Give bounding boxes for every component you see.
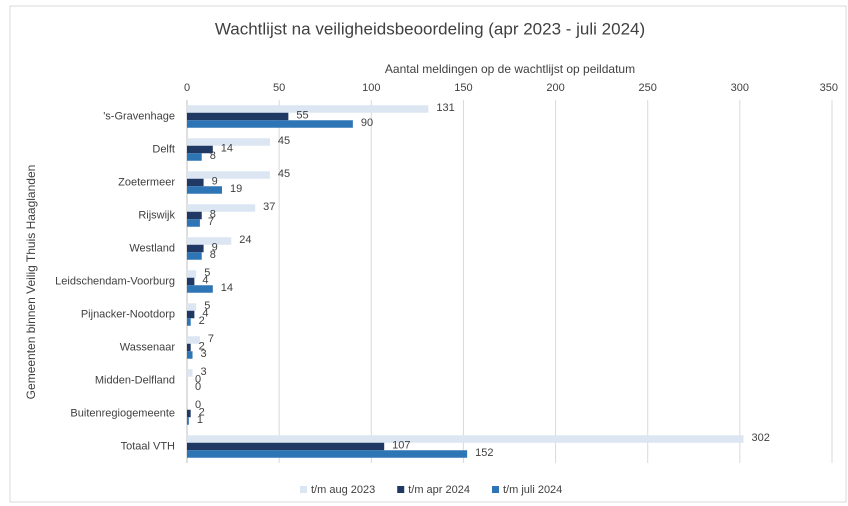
x-axis-title: Aantal meldingen op de wachtlijst op pei… (385, 62, 635, 76)
bar (187, 310, 195, 319)
data-label: 90 (361, 117, 373, 129)
data-label: 8 (210, 208, 216, 220)
y-axis-title: Gemeenten binnen Veilig Thuis Haaglanden (24, 165, 38, 400)
legend-swatch (300, 486, 307, 493)
data-label: 7 (208, 216, 214, 228)
data-label: 2 (199, 315, 205, 327)
bar (187, 153, 202, 161)
bar (187, 270, 197, 278)
bar (187, 145, 213, 154)
data-label: 3 (201, 366, 207, 378)
x-tick-label: 350 (820, 82, 838, 94)
x-tick-label: 300 (731, 82, 749, 94)
data-label: 0 (195, 381, 201, 393)
data-label: 107 (392, 439, 410, 451)
bar (187, 442, 385, 451)
legend-label: t/m apr 2024 (408, 484, 470, 496)
data-label: 37 (263, 201, 275, 213)
data-label: 5 (204, 267, 210, 279)
bar (187, 237, 232, 245)
y-tick-label: Leidschendam-Voorburg (55, 275, 175, 287)
legend-label: t/m aug 2023 (311, 484, 375, 496)
bar (187, 417, 189, 425)
bar (187, 369, 193, 377)
x-tick-label: 200 (546, 82, 564, 94)
legend-swatch (491, 486, 499, 493)
data-label: 131 (436, 102, 454, 114)
bar (187, 435, 744, 443)
data-label: 7 (208, 333, 214, 345)
data-label: 24 (239, 234, 251, 246)
bar (187, 244, 204, 253)
bar (187, 105, 429, 113)
bar (187, 285, 213, 293)
data-label: 9 (212, 241, 218, 253)
y-tick-label: Rijswijk (138, 209, 175, 221)
data-label: 0 (195, 399, 201, 411)
data-label: 3 (201, 348, 207, 360)
bar (187, 303, 197, 311)
legend-label: t/m juli 2024 (503, 484, 562, 496)
data-label: 152 (475, 447, 493, 459)
bar (187, 252, 202, 260)
data-label: 5 (204, 300, 210, 312)
bar (187, 450, 468, 458)
y-tick-label: Totaal VTH (121, 440, 175, 452)
data-label: 0 (195, 373, 201, 385)
y-tick-label: Pijnacker-Nootdorp (81, 308, 175, 320)
chart-title: Wachtlijst na veiligheidsbeoordeling (ap… (215, 19, 645, 38)
data-label: 4 (202, 307, 208, 319)
data-label: 1 (197, 414, 203, 426)
data-label: 14 (221, 142, 233, 154)
bar (187, 138, 270, 146)
data-label: 8 (210, 249, 216, 261)
bar (187, 343, 191, 352)
x-tick-label: 150 (454, 82, 472, 94)
bar (187, 318, 191, 326)
chart-border (9, 5, 847, 503)
bar (187, 351, 193, 359)
bar (187, 204, 256, 212)
data-label: 45 (278, 168, 290, 180)
y-tick-label: Westland (129, 242, 175, 254)
y-tick-label: Wassenaar (120, 341, 176, 353)
bar (187, 112, 289, 121)
bar (187, 120, 353, 128)
data-label: 8 (210, 150, 216, 162)
y-tick-label: Delft (152, 143, 175, 155)
bar (187, 409, 191, 418)
data-label: 2 (199, 340, 205, 352)
y-tick-label: Midden-Delfland (95, 374, 175, 386)
data-label: 302 (752, 432, 770, 444)
bar (187, 336, 200, 344)
bar (187, 277, 195, 286)
bar (187, 219, 200, 227)
x-tick-label: 50 (273, 82, 285, 94)
y-tick-label: Zoetermeer (118, 176, 175, 188)
data-label: 14 (221, 282, 233, 294)
x-tick-label: 100 (362, 82, 380, 94)
data-label: 45 (278, 135, 290, 147)
data-label: 2 (199, 406, 205, 418)
bar (187, 211, 202, 220)
bar (187, 178, 204, 187)
data-label: 19 (230, 183, 242, 195)
bar (187, 186, 223, 194)
x-tick-label: 250 (639, 82, 657, 94)
bar (187, 171, 270, 179)
data-label: 4 (202, 274, 208, 286)
x-tick-label: 0 (184, 82, 190, 94)
data-label: 55 (296, 109, 308, 121)
data-label: 9 (212, 175, 218, 187)
y-tick-label: Buitenregiogemeente (70, 407, 175, 419)
y-tick-label: 's-Gravenhage (103, 110, 175, 122)
legend-swatch (397, 486, 405, 493)
